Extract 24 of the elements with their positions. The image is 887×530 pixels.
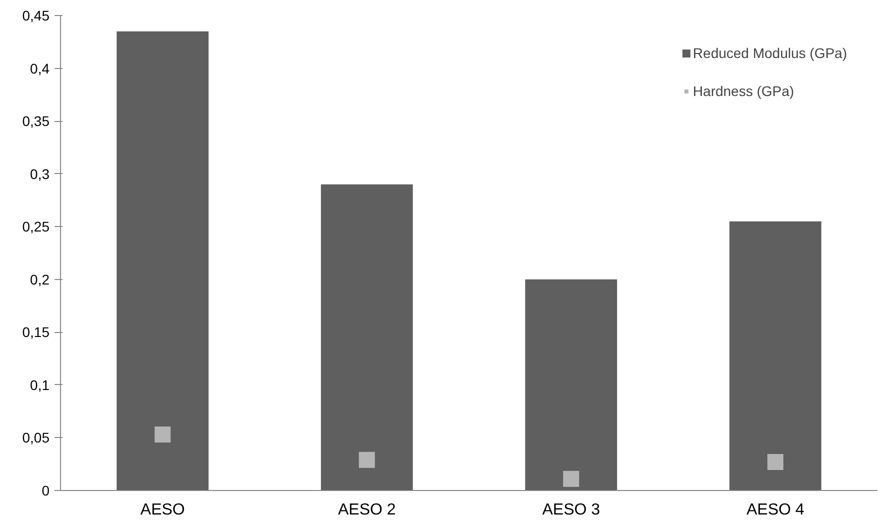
y-tick-label: 0,1: [30, 376, 50, 393]
y-tick-label: 0,15: [22, 324, 50, 340]
bar: [525, 279, 618, 490]
legend-label: Hardness (GPa): [692, 83, 794, 99]
bar: [729, 221, 822, 490]
legend-label: Reduced Modulus (GPa): [692, 45, 847, 61]
y-tick-label: 0,25: [22, 218, 50, 235]
x-tick-label: AESO: [140, 502, 185, 518]
bar: [320, 184, 413, 490]
point: [358, 452, 375, 468]
x-tick-label: AESO 3: [542, 502, 600, 518]
bar: [116, 31, 209, 490]
point: [154, 426, 171, 443]
y-tick-label: 0,35: [22, 113, 50, 130]
y-tick-label: 0,45: [22, 8, 50, 24]
y-tick-label: 0,2: [30, 271, 50, 288]
y-tick-label: 0,3: [30, 166, 50, 182]
point: [563, 470, 580, 487]
y-tick-label: 0,4: [30, 60, 50, 76]
y-tick-label: 0: [42, 482, 50, 498]
point: [767, 454, 784, 470]
y-tick-label: 0,05: [22, 430, 50, 446]
x-tick-label: AESO 4: [746, 502, 804, 518]
x-tick-label: AESO 2: [338, 502, 396, 518]
